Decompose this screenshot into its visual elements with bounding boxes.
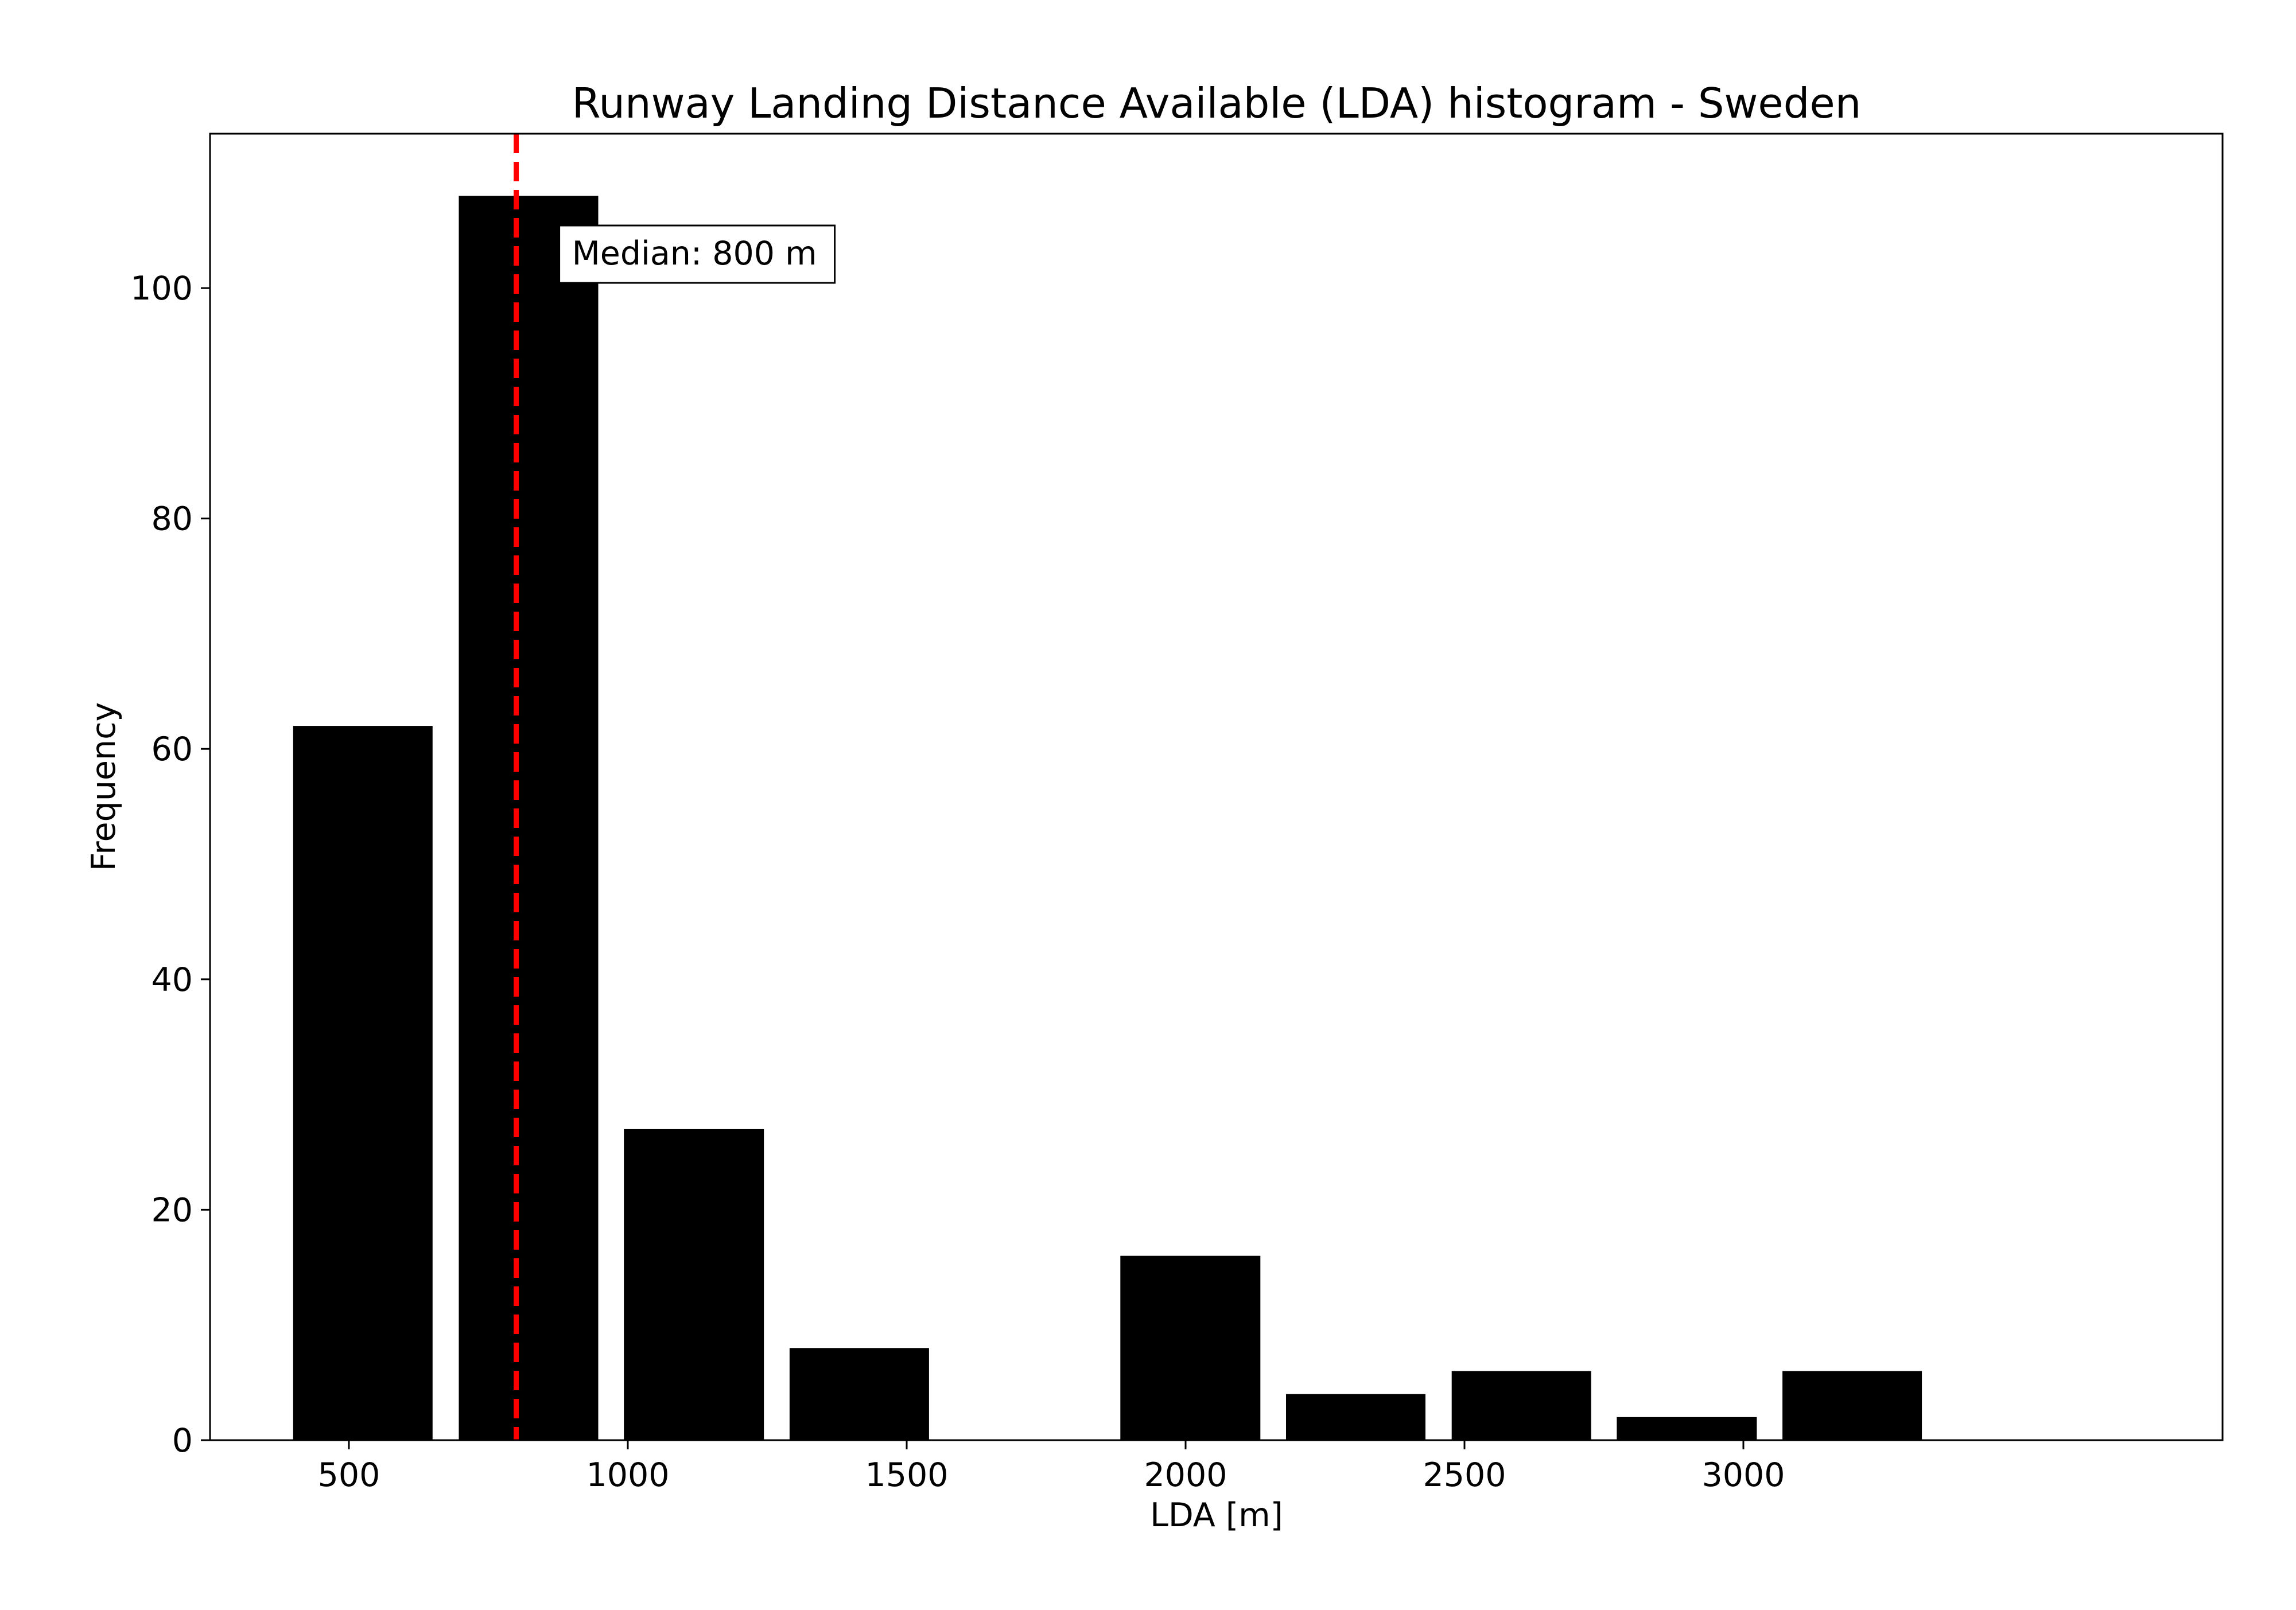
chart-title: Runway Landing Distance Available (LDA) … bbox=[572, 79, 1862, 127]
x-tick-label-2500: 2500 bbox=[1423, 1456, 1506, 1494]
median-group: Median: 800 m bbox=[514, 134, 836, 1440]
histogram-bar-2 bbox=[459, 196, 599, 1441]
x-axis-label: LDA [m] bbox=[1150, 1496, 1283, 1534]
y-tick-label-40: 40 bbox=[151, 961, 193, 999]
y-tick-label-100: 100 bbox=[130, 270, 193, 308]
histogram-bar-1 bbox=[293, 726, 433, 1440]
histogram-bar-10 bbox=[1782, 1371, 1922, 1440]
y-tick-label-80: 80 bbox=[151, 500, 193, 538]
median-annotation-box bbox=[558, 224, 836, 284]
y-tick-label-60: 60 bbox=[151, 730, 193, 768]
y-ticks-group: 0 20 40 60 80 100 bbox=[130, 270, 210, 1460]
histogram-bar-9 bbox=[1617, 1417, 1757, 1440]
histogram-bar-6 bbox=[1120, 1255, 1261, 1440]
x-tick-label-2000: 2000 bbox=[1144, 1456, 1227, 1494]
median-annotation-label: Median: 800 m bbox=[572, 235, 817, 273]
x-tick-label-500: 500 bbox=[318, 1456, 380, 1494]
plot-frame bbox=[209, 133, 2224, 1441]
bars-group bbox=[293, 196, 1922, 1441]
y-tick-label-20: 20 bbox=[151, 1191, 193, 1229]
x-tick-label-3000: 3000 bbox=[1701, 1456, 1785, 1494]
y-axis-label: Frequency bbox=[85, 702, 123, 871]
x-tick-label-1500: 1500 bbox=[865, 1456, 948, 1494]
histogram-bar-8 bbox=[1451, 1371, 1591, 1440]
histogram-bar-7 bbox=[1286, 1394, 1425, 1440]
histogram-bar-4 bbox=[789, 1348, 929, 1440]
x-tick-label-1000: 1000 bbox=[586, 1456, 669, 1494]
histogram-bar-3 bbox=[624, 1129, 764, 1440]
x-ticks-group: 500 1000 1500 2000 2500 3000 bbox=[318, 1440, 1785, 1494]
y-tick-label-0: 0 bbox=[172, 1422, 193, 1460]
